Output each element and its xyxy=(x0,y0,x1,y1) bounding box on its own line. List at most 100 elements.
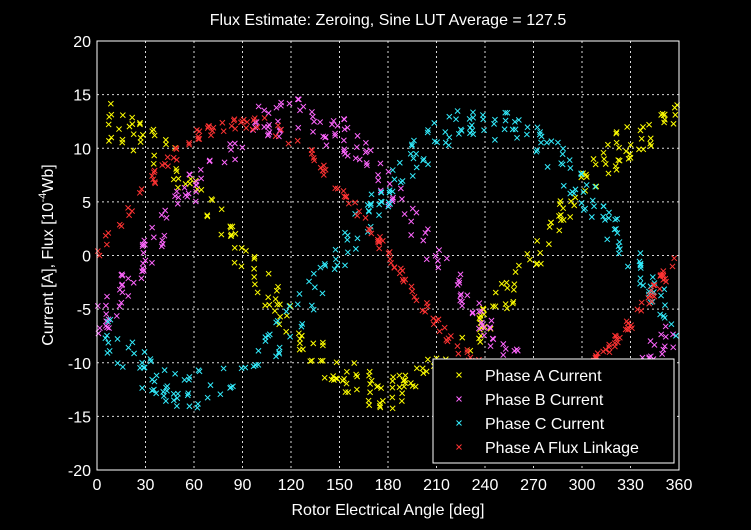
data-point xyxy=(332,130,339,137)
data-point xyxy=(356,208,363,215)
data-point xyxy=(602,216,608,223)
data-point xyxy=(102,232,109,239)
data-point xyxy=(162,398,169,404)
data-point xyxy=(443,255,450,262)
data-point xyxy=(266,301,273,308)
data-point xyxy=(445,142,452,149)
data-point xyxy=(363,160,370,166)
data-point xyxy=(534,124,541,131)
data-point xyxy=(582,205,589,212)
data-point xyxy=(103,318,110,325)
data-point xyxy=(153,372,160,379)
data-point xyxy=(389,394,396,401)
data-point xyxy=(500,341,507,347)
data-point xyxy=(515,262,522,269)
data-point xyxy=(320,162,327,169)
data-point xyxy=(308,357,315,364)
data-point xyxy=(320,171,327,178)
data-point xyxy=(592,161,599,168)
y-tick-label: 5 xyxy=(82,195,91,212)
data-point xyxy=(107,316,114,323)
data-point xyxy=(458,127,465,134)
data-point xyxy=(193,182,200,189)
data-point xyxy=(149,224,156,231)
data-point xyxy=(504,109,511,116)
x-tick-label: 330 xyxy=(617,477,644,494)
data-point xyxy=(227,141,234,148)
data-point xyxy=(242,247,249,254)
data-point xyxy=(376,212,382,219)
data-point xyxy=(668,321,675,328)
data-point xyxy=(139,241,146,248)
data-point xyxy=(419,365,426,372)
data-point xyxy=(238,365,245,372)
data-point xyxy=(670,331,676,338)
data-point xyxy=(240,116,247,123)
data-point xyxy=(457,292,464,299)
data-point xyxy=(459,334,466,341)
data-point xyxy=(151,167,158,174)
data-point xyxy=(470,109,476,116)
data-point xyxy=(151,152,158,159)
data-point xyxy=(389,196,396,203)
data-point xyxy=(130,147,137,154)
data-point xyxy=(208,196,215,202)
data-point xyxy=(490,303,496,310)
data-point xyxy=(170,176,177,183)
data-point xyxy=(533,148,540,155)
data-point xyxy=(298,332,305,339)
data-point xyxy=(408,141,415,148)
data-point xyxy=(481,332,488,339)
data-point xyxy=(275,122,282,129)
data-point xyxy=(265,270,272,277)
data-point xyxy=(386,180,393,187)
data-point xyxy=(198,175,205,182)
data-point xyxy=(344,124,351,131)
data-point xyxy=(150,169,157,176)
data-point xyxy=(332,256,339,263)
data-point xyxy=(125,344,132,351)
data-point xyxy=(571,202,578,209)
data-point xyxy=(185,376,192,383)
data-point xyxy=(105,339,112,346)
data-point xyxy=(310,306,317,313)
data-point xyxy=(492,289,499,296)
data-point xyxy=(354,132,361,139)
data-point xyxy=(605,215,612,222)
data-point xyxy=(487,325,493,331)
data-point xyxy=(615,250,622,257)
data-point xyxy=(297,107,303,114)
data-point xyxy=(194,400,201,407)
data-point xyxy=(386,189,393,196)
data-point xyxy=(511,118,518,125)
data-point xyxy=(354,373,361,380)
y-tick-label: 0 xyxy=(82,249,91,266)
data-point xyxy=(658,292,665,299)
data-point xyxy=(319,290,326,297)
data-point xyxy=(332,246,339,253)
data-point xyxy=(220,128,227,135)
data-point xyxy=(388,259,395,266)
data-point xyxy=(487,324,493,331)
data-point xyxy=(386,187,393,194)
data-point xyxy=(141,241,148,248)
data-point xyxy=(345,389,352,396)
legend-marker xyxy=(456,372,462,378)
data-point xyxy=(250,363,257,370)
data-point xyxy=(218,206,225,213)
data-point xyxy=(624,263,631,270)
data-point xyxy=(524,250,531,257)
data-point xyxy=(479,322,486,329)
data-point xyxy=(625,155,632,162)
data-point xyxy=(150,126,157,133)
data-point xyxy=(159,162,166,169)
data-point xyxy=(271,307,278,314)
data-point xyxy=(656,285,663,292)
data-point xyxy=(413,365,420,372)
data-point xyxy=(130,131,137,138)
data-point xyxy=(244,119,251,126)
data-point xyxy=(567,214,574,220)
data-point xyxy=(272,296,279,302)
data-point xyxy=(401,211,408,217)
data-point xyxy=(396,372,403,379)
